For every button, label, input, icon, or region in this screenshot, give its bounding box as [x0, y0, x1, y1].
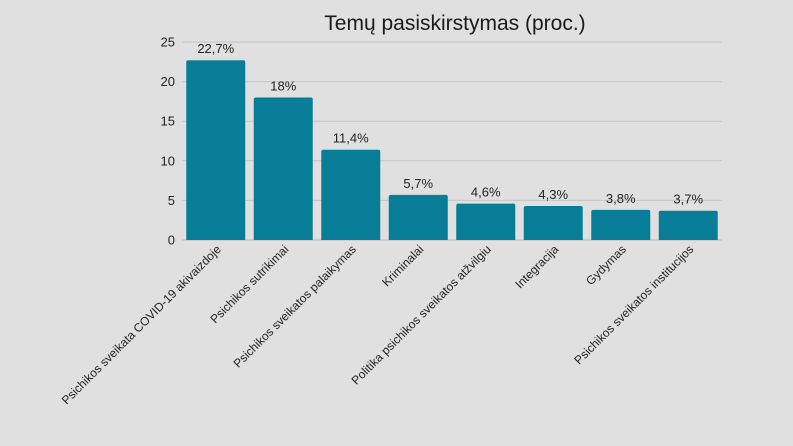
y-tick-label: 15	[161, 114, 175, 129]
x-tick-label: Psichikos sveikata COVID-19 akivaizdoje	[59, 242, 224, 407]
bars	[186, 60, 718, 240]
x-tick-label: Psichikos sveikatos institucijos	[571, 242, 696, 367]
data-label: 4,3%	[538, 187, 568, 202]
chart-title: Temų pasiskirstymas (proc.)	[324, 12, 585, 35]
x-tick-label: Psichikos sveikatos palaikymas	[231, 242, 359, 370]
data-label: 4,6%	[471, 185, 501, 200]
bar	[186, 60, 246, 240]
bar	[658, 210, 718, 240]
data-label: 3,7%	[673, 192, 703, 207]
data-label: 11,4%	[333, 131, 369, 146]
bar	[253, 97, 313, 240]
x-axis: Psichikos sveikata COVID-19 akivaizdojeP…	[59, 242, 697, 407]
y-tick-label: 5	[168, 193, 175, 208]
x-tick-label: Politika psichikos sveikatos atžvilgiu	[349, 242, 494, 387]
bar	[591, 209, 651, 240]
data-label: 3,8%	[606, 191, 636, 206]
data-labels: 22,7% 18% 11,4% 5,7% 4,6% 4,3% 3,8% 3,7%	[197, 41, 703, 206]
bar	[456, 203, 516, 240]
bar	[523, 205, 583, 240]
data-label: 22,7%	[197, 41, 234, 56]
y-tick-label: 10	[161, 153, 175, 168]
x-tick-label: Gydymas	[583, 242, 629, 288]
y-tick-label: 20	[161, 74, 175, 89]
y-axis: 0 5 10 15 20 25	[161, 35, 175, 248]
bar	[388, 194, 448, 240]
bar	[321, 149, 381, 240]
data-label: 5,7%	[403, 176, 433, 191]
data-label: 18%	[270, 78, 296, 93]
x-tick-label: Kriminalai	[379, 242, 426, 289]
y-tick-label: 25	[161, 35, 175, 50]
x-tick-label: Integracija	[512, 242, 561, 291]
y-tick-label: 0	[168, 233, 175, 248]
